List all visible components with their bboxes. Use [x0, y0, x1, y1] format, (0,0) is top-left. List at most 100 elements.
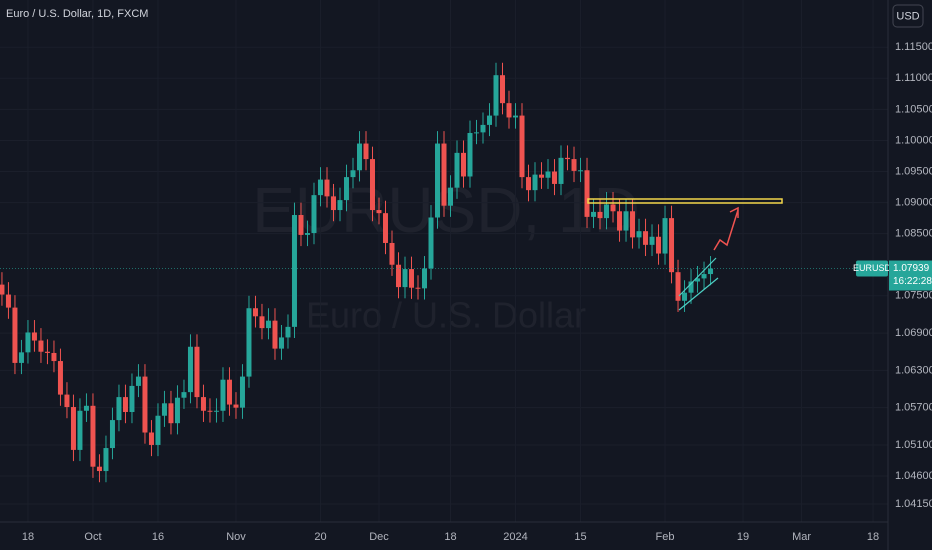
candle-body — [376, 210, 382, 214]
candle-body — [428, 217, 434, 269]
currency-button[interactable] — [892, 4, 924, 28]
candle-body — [578, 170, 584, 172]
x-tick-label: Feb — [656, 531, 675, 543]
candle-body — [200, 397, 206, 411]
candle-body — [25, 332, 31, 353]
candle-body — [252, 308, 258, 317]
candle-body — [168, 403, 174, 424]
candle-body — [669, 218, 675, 273]
candle-body — [285, 326, 291, 338]
candle-body — [369, 159, 375, 211]
candle-body — [148, 432, 154, 445]
candle-body — [656, 236, 662, 254]
candle-body — [343, 177, 349, 201]
candle-body — [272, 320, 278, 349]
grid — [0, 0, 888, 522]
x-tick-label: 15 — [574, 531, 586, 543]
candle-body — [181, 392, 187, 398]
candle-body — [239, 376, 245, 408]
symbol-tag — [856, 260, 888, 277]
channel-lower — [678, 277, 719, 311]
x-tick-label: 18 — [444, 531, 456, 543]
y-tick-label: 1.08500 — [895, 228, 932, 240]
candle-body — [298, 215, 304, 235]
candle-body — [330, 196, 336, 211]
candle-body — [57, 361, 63, 395]
candle-body — [103, 448, 109, 472]
x-tick-label: 20 — [314, 531, 326, 543]
y-tick-label: 1.06300 — [895, 364, 932, 376]
x-tick-label: 16 — [152, 531, 164, 543]
channel-upper — [678, 257, 717, 297]
candle-body — [623, 211, 629, 231]
x-tick-label: Oct — [84, 531, 101, 543]
candle-body — [493, 75, 499, 116]
candle-body — [461, 152, 467, 177]
candle-body — [38, 340, 44, 352]
candle-body — [630, 211, 636, 238]
candle-body — [5, 294, 11, 308]
watermark-subtitle: Euro / U.S. Dollar — [306, 295, 586, 336]
candle-body — [187, 346, 193, 393]
candle-body — [155, 415, 161, 445]
resistance-zone — [587, 198, 783, 204]
axes: 1.11500 1.11000 1.10500 1.10000 1.09500 1.090… — [0, 41, 932, 543]
candle-body — [44, 351, 50, 353]
candle-body — [382, 213, 388, 243]
candle-body — [291, 215, 297, 327]
arrow-head — [729, 206, 739, 218]
candle-body — [18, 352, 24, 363]
y-tick-label: 1.07500 — [895, 290, 932, 302]
candle-body — [441, 143, 447, 206]
y-tick-label: 1.04150 — [895, 498, 932, 510]
chart-title: Euro / U.S. Dollar, 1D, FXCM — [6, 8, 148, 20]
candle-body — [96, 466, 102, 472]
candle-body — [434, 143, 440, 218]
candle-body — [265, 320, 271, 329]
x-tick-label: Mar — [792, 531, 811, 543]
y-tick-label: 1.09000 — [895, 196, 932, 208]
candle-body — [649, 236, 655, 245]
candle-body — [122, 397, 128, 413]
x-tick-label: 2024 — [503, 531, 527, 543]
candle-body — [584, 170, 590, 217]
candle-body — [402, 269, 408, 288]
candle-body — [571, 159, 577, 171]
y-tick-label: 1.10000 — [895, 134, 932, 146]
candle-body — [83, 405, 89, 411]
y-tick-label: 1.11500 — [895, 41, 932, 53]
candle-body — [194, 346, 200, 398]
last-price-label: 1.07939 — [893, 263, 930, 274]
candle-body — [70, 407, 76, 450]
candle-body — [565, 157, 571, 160]
y-tick-label: 1.11000 — [895, 72, 932, 84]
candle-body — [304, 233, 310, 235]
candle-body — [675, 272, 681, 301]
candle-body — [324, 179, 330, 197]
candle-body — [51, 352, 57, 362]
candle-body — [591, 211, 597, 217]
candle-body — [688, 281, 694, 293]
candle-body — [389, 242, 395, 265]
candle-body — [220, 379, 226, 411]
candle-body — [135, 376, 141, 386]
candle-body — [213, 410, 219, 412]
y-tick-label: 1.10500 — [895, 103, 932, 115]
candle-body — [539, 174, 545, 178]
candle-body — [246, 308, 252, 377]
candle-body — [31, 332, 37, 341]
y-tick-label: 1.04600 — [895, 470, 932, 482]
candle-body — [174, 397, 180, 424]
candle-body — [259, 316, 265, 329]
candle-body — [636, 231, 642, 238]
candle-body — [226, 379, 232, 405]
candle-body — [116, 397, 122, 421]
candle-body — [207, 410, 213, 412]
candle-body — [695, 278, 701, 282]
candle-body — [278, 337, 284, 349]
candle-body — [500, 75, 506, 104]
candle-body — [421, 268, 427, 289]
candle-body — [526, 177, 532, 191]
candle-body — [708, 268, 714, 275]
